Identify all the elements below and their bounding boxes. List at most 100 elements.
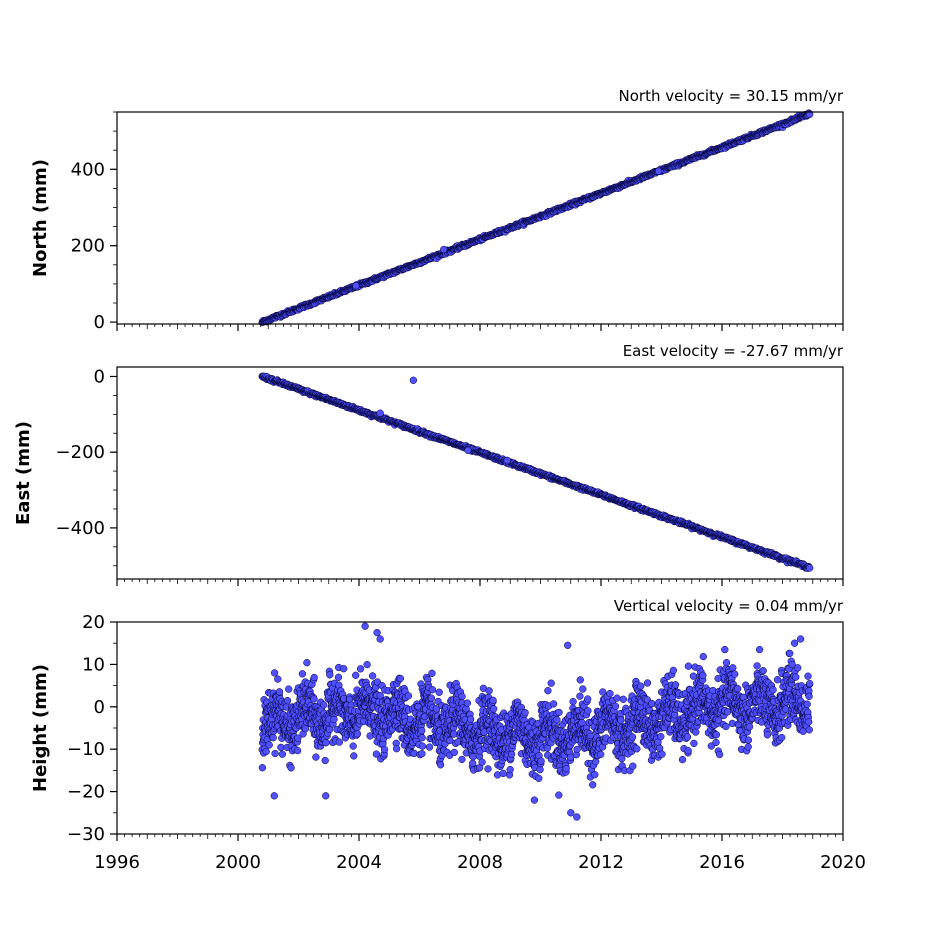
data-point (709, 686, 717, 695)
data-point (576, 676, 584, 684)
data-point (537, 757, 545, 765)
data-point (637, 682, 645, 690)
data-point (274, 675, 282, 683)
data-point (466, 715, 475, 723)
data-point (806, 564, 814, 572)
data-point (535, 774, 543, 782)
outlier-point (654, 167, 663, 175)
data-point (723, 708, 732, 716)
data-point (427, 694, 436, 702)
east-points (258, 372, 814, 572)
data-point (690, 739, 698, 748)
data-point (334, 673, 343, 681)
data-point (769, 686, 777, 694)
y-tick-label: −400 (56, 518, 105, 539)
data-point (678, 755, 687, 764)
y-tick-label: 0 (94, 312, 105, 333)
y-tick-label: −200 (56, 442, 105, 463)
data-point (277, 743, 285, 752)
data-point (425, 743, 434, 751)
data-point (469, 759, 477, 767)
data-point (293, 746, 302, 755)
data-point (722, 722, 730, 731)
height-points (258, 622, 814, 821)
data-point (463, 699, 472, 707)
outlier-point (352, 282, 360, 290)
data-point (763, 731, 772, 739)
data-point (778, 733, 786, 742)
data-point (283, 696, 292, 705)
data-point (553, 716, 561, 724)
data-point (629, 762, 637, 770)
data-point (478, 758, 486, 766)
data-point (576, 692, 584, 700)
data-point (744, 736, 753, 744)
outlier-point (503, 456, 511, 465)
outlier-point (464, 446, 472, 454)
data-point (396, 674, 405, 683)
data-point (619, 695, 627, 703)
data-point (671, 681, 680, 689)
data-point (485, 687, 493, 695)
data-point (729, 664, 737, 672)
data-point (436, 761, 445, 769)
data-point (298, 670, 307, 678)
data-point (392, 745, 401, 753)
east-x-axis (116, 579, 844, 586)
data-point (310, 695, 318, 703)
data-point (633, 745, 641, 753)
data-point (613, 694, 621, 702)
north-x-axis (116, 324, 844, 331)
data-point (490, 705, 498, 713)
data-point (555, 791, 563, 799)
data-point (683, 733, 692, 741)
data-point (258, 764, 267, 772)
data-point (410, 749, 418, 758)
data-point (271, 749, 279, 758)
data-point (310, 673, 318, 682)
data-point (628, 733, 637, 741)
data-point (352, 671, 360, 679)
data-point (275, 688, 284, 696)
y-tick-label: 0 (94, 366, 105, 387)
east-y-axis: 0 −200 −400 (56, 366, 117, 567)
data-point (458, 755, 466, 764)
data-point (684, 662, 693, 670)
y-tick-label: 400 (71, 159, 105, 180)
data-point (428, 686, 437, 694)
east-axis-title: East (mm) (13, 421, 34, 525)
data-point (699, 671, 707, 679)
data-point (712, 731, 721, 739)
data-point (549, 700, 558, 708)
data-point (418, 750, 426, 758)
data-point (699, 652, 707, 661)
data-point (521, 709, 529, 717)
east-velocity-label: East velocity = -27.67 mm/yr (623, 342, 844, 360)
data-point (428, 669, 436, 677)
outlier-point (440, 245, 448, 254)
data-point (353, 730, 362, 738)
data-point (794, 664, 802, 672)
data-point (469, 753, 477, 761)
data-point (584, 695, 592, 703)
data-point (303, 659, 311, 667)
data-point (786, 649, 794, 658)
outlier-point (409, 376, 418, 384)
data-point (312, 753, 320, 761)
data-point (715, 750, 724, 759)
data-point (712, 738, 720, 747)
data-point (270, 669, 279, 677)
data-point (731, 670, 739, 678)
data-point (745, 723, 754, 731)
data-point (721, 645, 729, 654)
data-point (555, 708, 563, 717)
data-point (658, 750, 666, 758)
data-point (734, 684, 742, 693)
data-point (759, 667, 767, 675)
data-point (435, 688, 443, 696)
data-point (404, 692, 413, 700)
data-point (335, 738, 343, 746)
data-point (753, 662, 761, 670)
